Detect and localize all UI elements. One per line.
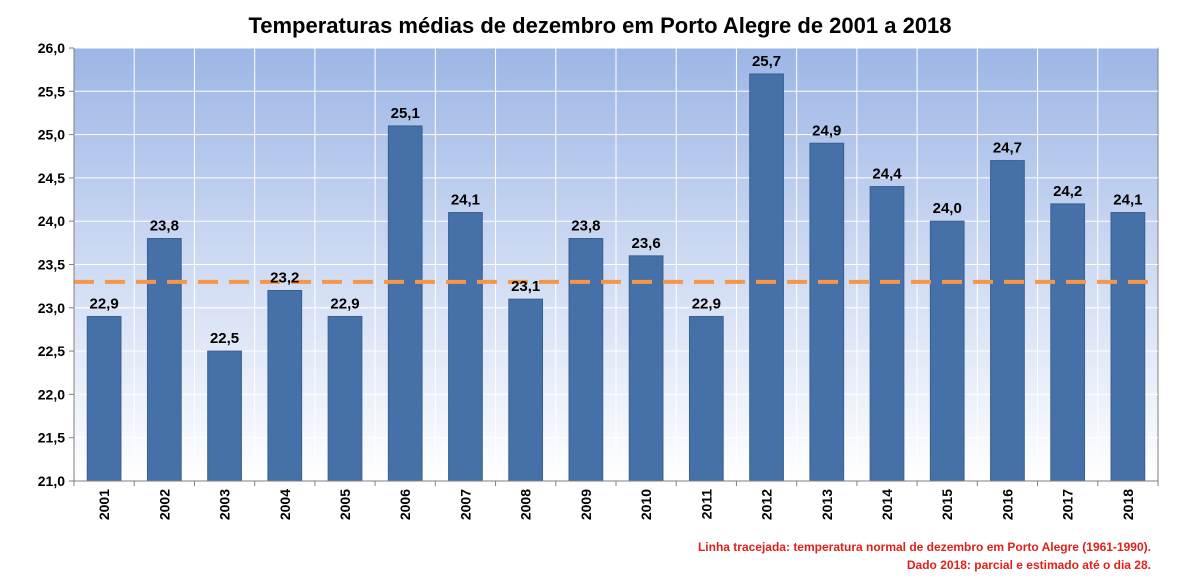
bar-2001 — [86, 315, 122, 482]
bars — [86, 73, 1146, 482]
data-label-2008: 23,1 — [511, 278, 540, 295]
x-tick-label-2001: 2001 — [96, 489, 112, 520]
data-label-2016: 24,7 — [993, 140, 1022, 157]
data-label-2007: 24,1 — [451, 192, 480, 209]
y-tick-label: 25,5 — [38, 83, 65, 99]
y-tick-label: 26,0 — [38, 40, 65, 56]
bar-2007 — [448, 212, 483, 482]
y-tick-label: 23,5 — [38, 257, 65, 273]
data-label-2004: 23,2 — [270, 269, 299, 286]
x-tick-label-2004: 2004 — [277, 489, 293, 520]
data-labels: 22,9 23,8 22,5 23,2 22,9 25,1 24,1 23,1 23,8 23,6… — [90, 53, 1143, 347]
bar-2005 — [327, 315, 363, 482]
note-2018-data: Dado 2018: parcial e estimado até o dia … — [907, 558, 1151, 572]
x-axis: 2001 2002 2003 2004 2005 2006 2007 2008 2009 2010… — [73, 480, 1159, 520]
chart-title: Temperaturas médias de dezembro em Porto… — [248, 13, 951, 38]
bar-2008 — [508, 298, 544, 482]
bar-2006 — [387, 125, 423, 482]
data-label-2001: 22,9 — [90, 295, 119, 312]
x-tick-label-2008: 2008 — [518, 489, 534, 520]
x-tick-label-2009: 2009 — [578, 489, 594, 520]
data-label-2012: 25,7 — [752, 53, 781, 70]
y-tick-label: 24,0 — [38, 213, 65, 229]
x-tick-label-2016: 2016 — [999, 489, 1015, 520]
y-tick-label: 21,0 — [38, 473, 65, 489]
bar-2014 — [869, 186, 905, 482]
x-tick-label-2011: 2011 — [698, 489, 714, 520]
data-label-2010: 23,6 — [632, 235, 661, 252]
x-tick-label-2015: 2015 — [939, 489, 955, 520]
y-tick-label: 23,0 — [38, 300, 65, 316]
x-tick-label-2018: 2018 — [1120, 489, 1136, 520]
data-label-2011: 22,9 — [692, 295, 721, 312]
data-label-2017: 24,2 — [1053, 183, 1082, 200]
data-label-2013: 24,9 — [812, 122, 841, 139]
data-label-2014: 24,4 — [872, 166, 902, 183]
data-label-2009: 23,8 — [571, 218, 600, 235]
y-tick-label: 22,0 — [38, 386, 65, 402]
y-tick-label: 24,5 — [38, 170, 65, 186]
x-tick-label-2010: 2010 — [638, 489, 654, 520]
y-tick-label: 22,5 — [38, 343, 65, 359]
x-tick-label-2013: 2013 — [819, 489, 835, 520]
x-tick-label-2017: 2017 — [1060, 489, 1076, 520]
bar-2012 — [749, 73, 784, 482]
x-tick-label-2014: 2014 — [879, 489, 895, 520]
x-tick-label-2002: 2002 — [156, 489, 172, 520]
bar-2003 — [207, 350, 242, 482]
data-label-2018: 24,1 — [1113, 192, 1142, 209]
bar-2013 — [809, 142, 845, 482]
bar-2002 — [146, 238, 182, 482]
note-dashed-line: Linha tracejada: temperatura normal de d… — [698, 540, 1151, 554]
bar-2011 — [688, 315, 724, 482]
data-label-2005: 22,9 — [330, 295, 359, 312]
x-tick-label-2012: 2012 — [759, 489, 775, 520]
x-tick-label-2006: 2006 — [397, 489, 413, 520]
x-tick-label-2005: 2005 — [337, 489, 353, 520]
data-label-2002: 23,8 — [150, 218, 179, 235]
bar-2016 — [990, 160, 1025, 482]
y-tick-label: 21,5 — [38, 430, 65, 446]
bar-2010 — [628, 255, 664, 482]
bar-2017 — [1050, 203, 1086, 482]
data-label-2003: 22,5 — [210, 330, 239, 347]
bar-2004 — [267, 289, 303, 482]
bar-2018 — [1110, 212, 1146, 482]
data-label-2015: 24,0 — [933, 200, 962, 217]
y-tick-label: 25,0 — [38, 127, 65, 143]
data-label-2006: 25,1 — [391, 105, 420, 122]
x-tick-label-2003: 2003 — [217, 489, 233, 520]
x-tick-label-2007: 2007 — [457, 489, 473, 520]
bar-2015 — [929, 220, 965, 482]
bar-2009 — [568, 238, 604, 482]
y-axis: 21,0 21,5 22,0 22,5 23,0 23,5 24,0 24,5 25,0 25,5… — [38, 40, 75, 489]
